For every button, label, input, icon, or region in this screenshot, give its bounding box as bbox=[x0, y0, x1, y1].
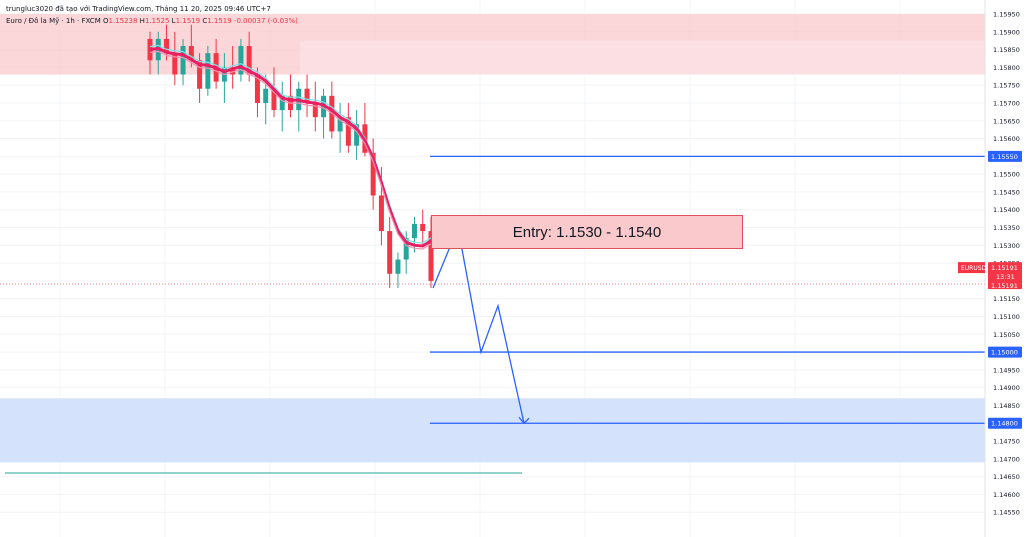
y-tick-label: 1.14600 bbox=[993, 491, 1020, 499]
candle-body bbox=[271, 88, 277, 111]
y-tick-label: 1.15150 bbox=[993, 295, 1020, 303]
low-value: 1.1519 bbox=[175, 17, 201, 25]
candle-body bbox=[238, 46, 244, 75]
y-tick-label: 1.15900 bbox=[993, 28, 1020, 36]
y-tick-label: 1.14850 bbox=[993, 402, 1020, 410]
candle-body bbox=[312, 102, 318, 118]
candle-body bbox=[164, 38, 170, 54]
price-tag-value: 1.15191 bbox=[991, 264, 1018, 272]
candle-body bbox=[337, 117, 343, 132]
y-tick-label: 1.14900 bbox=[993, 384, 1020, 392]
candle-body bbox=[395, 259, 401, 274]
candle-body bbox=[411, 223, 417, 239]
y-tick-label: 1.15600 bbox=[993, 135, 1020, 143]
projection-path bbox=[432, 225, 530, 425]
symbol-label: Euro / Đô la Mỹ · 1h · FXCM bbox=[6, 17, 101, 25]
demand-zone bbox=[0, 398, 985, 463]
candle-body bbox=[378, 195, 384, 232]
y-tick-label: 1.14550 bbox=[993, 509, 1020, 517]
candle-body bbox=[428, 231, 434, 281]
y-tick-label: 1.15350 bbox=[993, 224, 1020, 232]
level-tag bbox=[988, 417, 1022, 429]
candle-body bbox=[254, 74, 260, 103]
y-tick-label: 1.14650 bbox=[993, 473, 1020, 481]
candle-body bbox=[304, 88, 310, 103]
candle-body bbox=[370, 152, 376, 196]
y-tick-label: 1.14750 bbox=[993, 438, 1020, 446]
level-tag-label: 1.15550 bbox=[991, 153, 1018, 161]
y-tick-label: 1.14950 bbox=[993, 366, 1020, 374]
y-tick-label: 1.14700 bbox=[993, 455, 1020, 463]
y-tick-label: 1.15450 bbox=[993, 188, 1020, 196]
y-tick-label: 1.15050 bbox=[993, 331, 1020, 339]
ma-ribbon bbox=[149, 44, 432, 250]
y-tick-label: 1.15700 bbox=[993, 99, 1020, 107]
y-tick-label: 1.15500 bbox=[993, 171, 1020, 179]
y-tick-label: 1.15400 bbox=[993, 206, 1020, 214]
y-tick-label: 1.15850 bbox=[993, 46, 1020, 54]
ma-lower-line bbox=[149, 50, 432, 250]
candle-body bbox=[180, 46, 186, 75]
high-value: 1.1525 bbox=[144, 17, 170, 25]
candle-body bbox=[263, 88, 269, 103]
candle-body bbox=[205, 53, 211, 89]
symbol-tag-label: EURUSD bbox=[961, 265, 987, 272]
symbol-tag bbox=[958, 262, 985, 274]
entry-zone-label[interactable]: Entry: 1.1530 - 1.1540 bbox=[431, 215, 743, 249]
low-label: L bbox=[171, 17, 176, 25]
candle-body bbox=[279, 95, 285, 111]
price-tag-value-2: 1.15191 bbox=[991, 282, 1018, 290]
level-tag bbox=[988, 346, 1022, 358]
price-tag bbox=[988, 262, 1022, 290]
candle-body bbox=[420, 223, 426, 232]
arrow-head bbox=[518, 416, 530, 425]
supply-zone-inner bbox=[300, 40, 985, 75]
y-tick-label: 1.15650 bbox=[993, 117, 1020, 125]
y-tick-label: 1.15950 bbox=[993, 11, 1020, 19]
candle-body bbox=[246, 46, 252, 75]
open-label: O bbox=[102, 17, 109, 25]
symbol-bar: Euro / Đô la Mỹ · 1h · FXCM O1.15238 H1.… bbox=[6, 17, 298, 25]
candle-body bbox=[230, 67, 236, 75]
price-levels bbox=[0, 155, 985, 424]
y-tick-label: 1.15800 bbox=[993, 64, 1020, 72]
y-tick-label: 1.15750 bbox=[993, 82, 1020, 90]
candle-body bbox=[197, 60, 203, 89]
candle-body bbox=[354, 124, 360, 146]
price-zones bbox=[0, 14, 985, 474]
price-axis[interactable]: 1.15950 1.15900 1.15850 1.15800 1.15750 1.157… bbox=[958, 0, 1028, 537]
level-tag bbox=[988, 150, 1022, 162]
candle-body bbox=[188, 46, 194, 61]
close-value: 1.1519 bbox=[207, 17, 232, 25]
attribution-text: trungluc3020 đã tạo với TradingView.com,… bbox=[6, 5, 271, 13]
candle-body bbox=[387, 231, 393, 274]
change-value: -0.00037 (-0.03%) bbox=[233, 17, 298, 25]
ma-main-line bbox=[149, 46, 432, 248]
high-label: H bbox=[139, 17, 145, 25]
candle-body bbox=[403, 238, 409, 260]
price-tag-countdown: 13:31 bbox=[996, 273, 1015, 281]
open-value: 1.15238 bbox=[108, 17, 138, 25]
close-label: C bbox=[202, 17, 208, 25]
y-tick-label: 1.15300 bbox=[993, 242, 1020, 250]
candle-body bbox=[345, 117, 351, 146]
projection-line bbox=[432, 225, 525, 424]
candle-body bbox=[172, 53, 178, 75]
y-tick-label: 1.15100 bbox=[993, 313, 1020, 321]
level-tag-label: 1.15000 bbox=[991, 349, 1018, 357]
level-tag-label: 1.14800 bbox=[991, 420, 1018, 428]
